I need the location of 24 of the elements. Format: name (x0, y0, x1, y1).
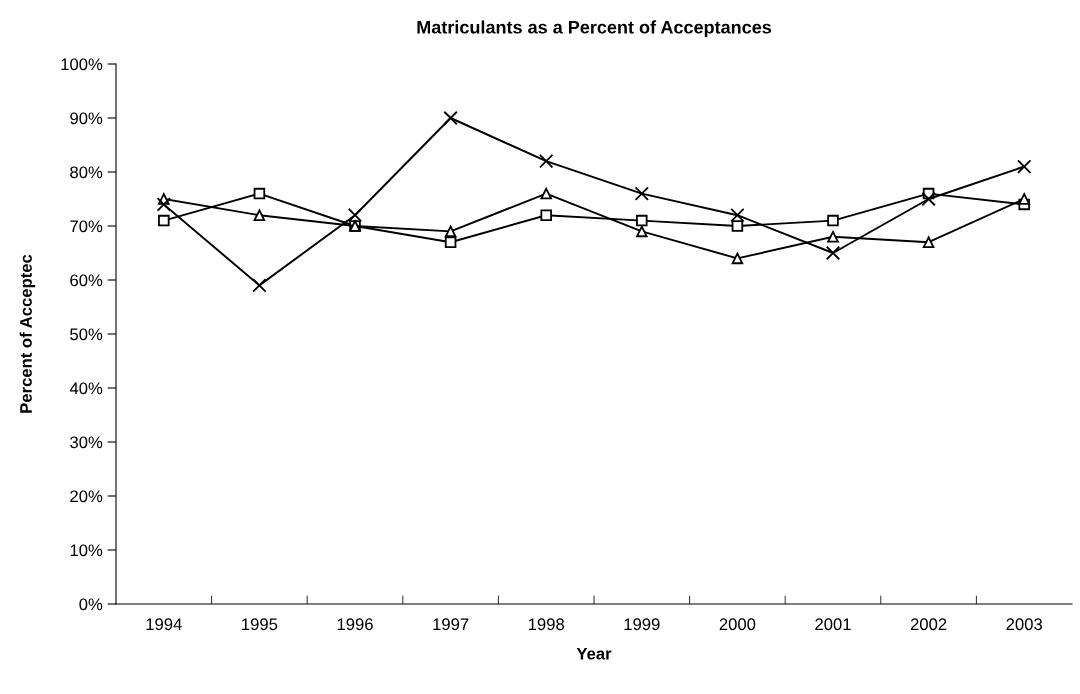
x-axis-title: Year (576, 647, 612, 660)
x-tick-label: 2003 (1006, 618, 1043, 631)
x-tick-label: 1994 (146, 618, 182, 631)
y-tick-label: 90% (70, 112, 103, 125)
x-tick-label: 1996 (337, 618, 373, 631)
x-tick-label: 2002 (910, 618, 947, 631)
y-tick-label: 100% (61, 58, 103, 71)
chart-title: Matriculants as a Percent of Acceptances (417, 20, 772, 38)
x-tick-label: 1999 (624, 618, 660, 631)
y-tick-label: 20% (70, 490, 103, 503)
y-tick-label: 40% (69, 382, 103, 395)
x-tick-label: 1998 (528, 618, 565, 631)
x-tick-label: 2000 (719, 618, 756, 631)
y-tick-label: 0% (79, 598, 103, 611)
y-tick-label: 10% (70, 544, 103, 557)
x-tick-label: 2001 (815, 618, 851, 631)
y-tick-label: 30% (70, 436, 103, 449)
y-axis-title: Percent of Acceptec (19, 254, 36, 413)
y-tick-label: 80% (70, 166, 103, 179)
x-tick-label: 1997 (433, 618, 469, 631)
y-tick-label: 50% (70, 328, 103, 341)
y-tick-label: 70% (70, 220, 103, 233)
y-tick-label: 60% (70, 274, 103, 287)
x-tick-label: 1995 (242, 618, 278, 631)
